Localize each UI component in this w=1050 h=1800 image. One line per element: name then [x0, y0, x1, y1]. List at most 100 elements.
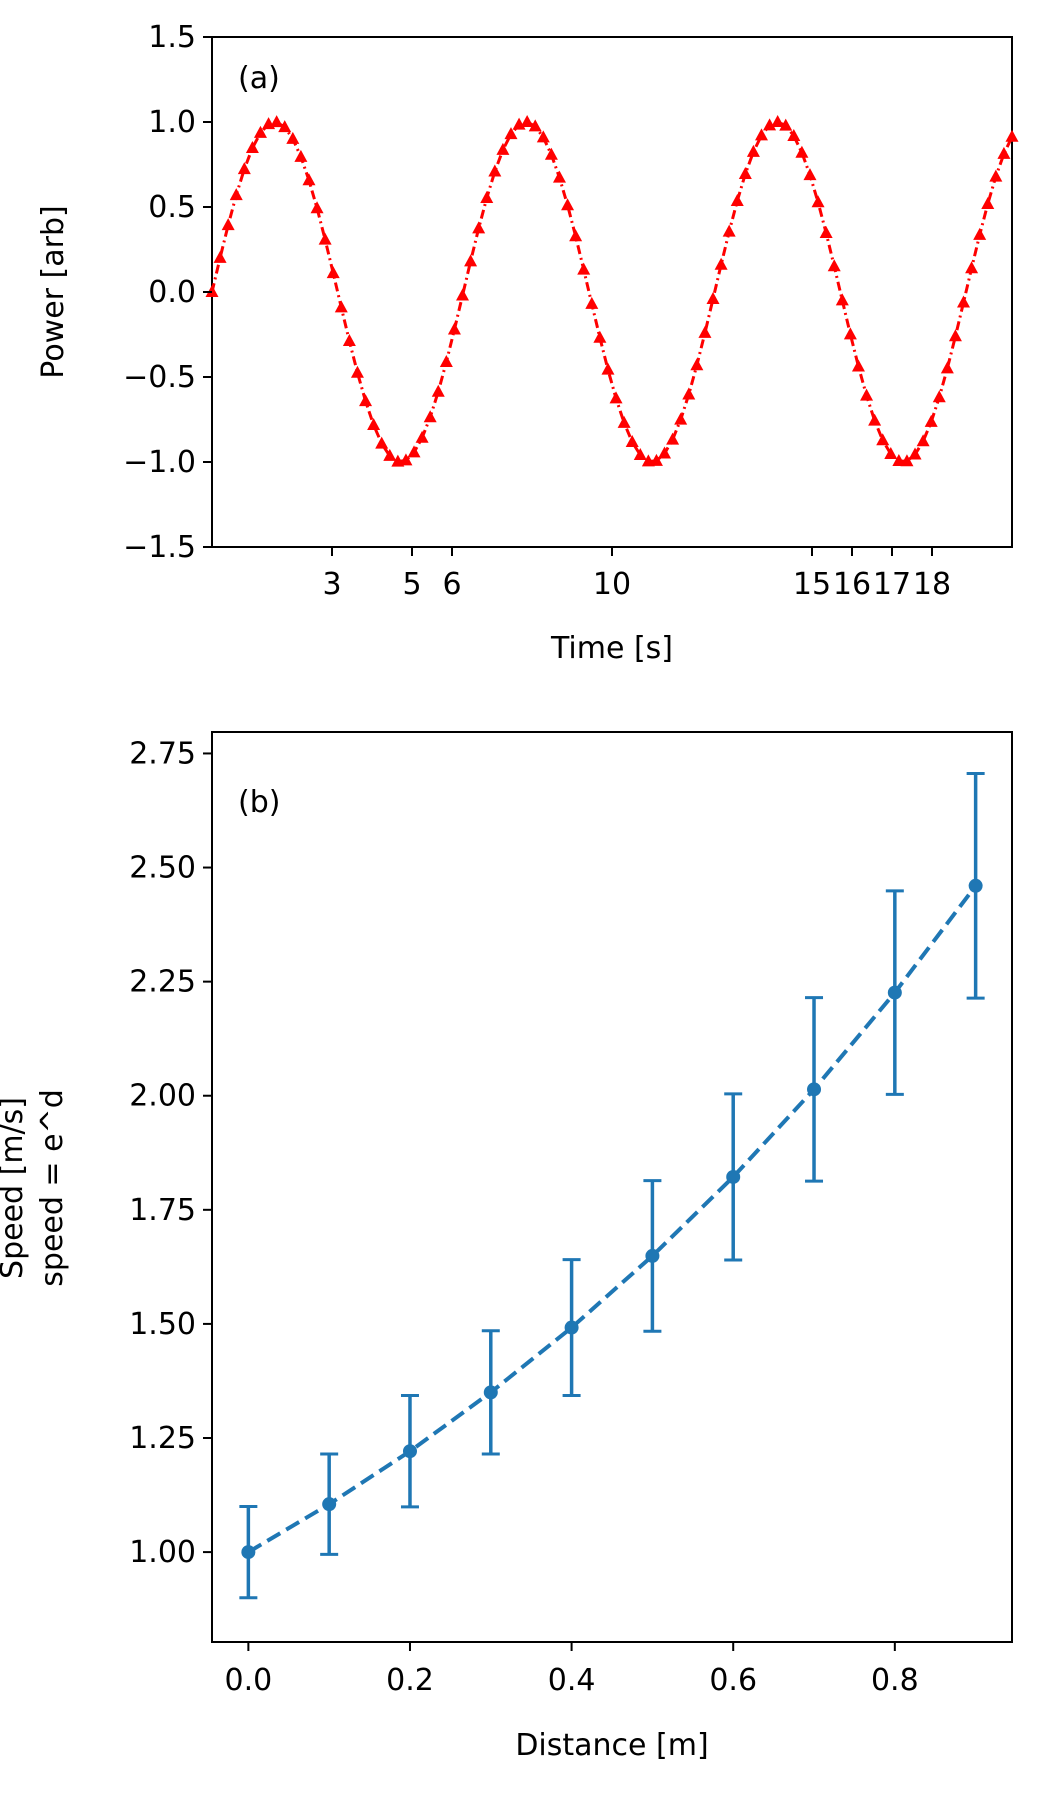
y-tick-label: 0.0: [148, 275, 196, 310]
data-point-marker: [682, 387, 696, 400]
data-point-marker: [779, 118, 793, 131]
data-point-marker: [423, 410, 437, 423]
panel-b-frame: [211, 731, 1013, 1643]
data-point-marker: [270, 115, 284, 128]
data-point-marker: [860, 388, 874, 401]
panel-a-frame: [211, 36, 1013, 548]
data-point-marker: [932, 390, 946, 403]
data-point-marker: [439, 355, 453, 368]
y-tick-label: 1.25: [129, 1421, 196, 1456]
x-tick-label: 17: [873, 567, 911, 602]
data-point-marker: [528, 119, 542, 132]
panel-a: 3 5 6 10 15 16 17 18 −1.5 −1.0 −0.5 0.0 0.5 1.0 1.5 (…: [36, 20, 1019, 666]
data-point-marker: [520, 115, 534, 128]
data-point-marker: [916, 434, 930, 447]
panel-b-x-ticks: 0.0 0.2 0.4 0.6 0.8: [225, 1642, 919, 1698]
data-point-marker: [245, 141, 259, 154]
data-point-marker: [480, 191, 494, 204]
data-point-marker: [278, 120, 292, 133]
data-point-marker: [402, 1444, 417, 1459]
data-point-marker: [989, 169, 1003, 182]
panel-b-label: (b): [238, 785, 280, 820]
panel-b-data: [239, 772, 985, 1600]
data-point-marker: [310, 201, 324, 214]
data-point-marker: [1005, 129, 1019, 142]
panel-a-x-axis-label: Time [s]: [550, 631, 673, 666]
data-point-marker: [488, 164, 502, 177]
data-point-marker: [383, 448, 397, 461]
panel-a-y-ticks: −1.5 −1.0 −0.5 0.0 0.5 1.0 1.5: [123, 20, 212, 565]
data-point-marker: [674, 412, 688, 425]
data-point-marker: [948, 329, 962, 342]
data-point-marker: [876, 433, 890, 446]
data-point-marker: [803, 168, 817, 181]
data-point-marker: [957, 295, 971, 308]
y-tick-label: 0.5: [148, 190, 196, 225]
y-tick-label: 1.00: [129, 1535, 196, 1570]
data-point-marker: [892, 454, 906, 467]
data-point-marker: [746, 144, 760, 157]
data-point-marker: [367, 418, 381, 431]
x-tick-label: 15: [793, 567, 831, 602]
y-tick-label: 1.0: [148, 105, 196, 140]
data-point-marker: [456, 288, 470, 301]
data-point-marker: [237, 162, 251, 175]
data-point-marker: [213, 250, 227, 263]
data-point-marker: [504, 127, 518, 140]
data-point-marker: [302, 173, 316, 186]
data-point-marker: [726, 1169, 741, 1184]
data-point-marker: [787, 128, 801, 141]
speed-series-line: [247, 884, 978, 1554]
data-point-marker: [843, 327, 857, 340]
data-point-marker: [544, 147, 558, 160]
x-tick-label: 18: [913, 567, 951, 602]
data-point-marker: [375, 436, 389, 449]
y-tick-label: 2.25: [129, 965, 196, 1000]
panel-a-y-axis-label: Power [arb]: [36, 205, 71, 378]
data-point-marker: [807, 1082, 822, 1097]
data-point-marker: [447, 322, 461, 335]
data-point-marker: [221, 218, 235, 231]
data-point-marker: [771, 115, 785, 128]
panel-b-y-axis-label-line2: speed = e^d: [35, 1089, 70, 1286]
data-point-marker: [334, 300, 348, 313]
data-point-marker: [698, 325, 712, 338]
y-tick-label: 2.75: [129, 736, 196, 771]
data-point-marker: [754, 128, 768, 141]
y-tick-label: −1.0: [123, 445, 196, 480]
data-point-marker: [294, 149, 308, 162]
y-tick-label: 1.5: [148, 20, 196, 55]
x-tick-label: 16: [833, 567, 871, 602]
panel-a-label: (a): [238, 61, 280, 96]
y-tick-label: 1.50: [129, 1307, 196, 1342]
data-point-marker: [407, 445, 421, 458]
data-point-marker: [645, 1248, 660, 1263]
y-tick-label: 1.75: [129, 1193, 196, 1228]
data-point-marker: [706, 291, 720, 304]
data-point-marker: [968, 878, 983, 893]
data-point-marker: [318, 232, 332, 245]
data-point-marker: [900, 454, 914, 467]
data-point-marker: [569, 229, 583, 242]
data-point-marker: [973, 227, 987, 240]
sine-series-line: [210, 120, 1014, 464]
data-point-marker: [722, 224, 736, 237]
data-point-marker: [649, 453, 663, 466]
data-point-marker: [940, 361, 954, 374]
data-point-marker: [617, 415, 631, 428]
data-point-marker: [577, 262, 591, 275]
data-point-marker: [561, 198, 575, 211]
data-point-marker: [464, 254, 478, 267]
x-tick-label: 0.0: [225, 1663, 273, 1698]
data-point-marker: [322, 1497, 337, 1512]
y-tick-label: 2.50: [129, 851, 196, 886]
data-point-marker: [981, 196, 995, 209]
data-point-marker: [887, 985, 902, 1000]
data-point-marker: [564, 1320, 579, 1335]
data-point-marker: [483, 1385, 498, 1400]
data-point-marker: [763, 118, 777, 131]
x-tick-label: 0.6: [709, 1663, 757, 1698]
x-tick-label: 3: [322, 567, 341, 602]
data-point-marker: [585, 296, 599, 309]
